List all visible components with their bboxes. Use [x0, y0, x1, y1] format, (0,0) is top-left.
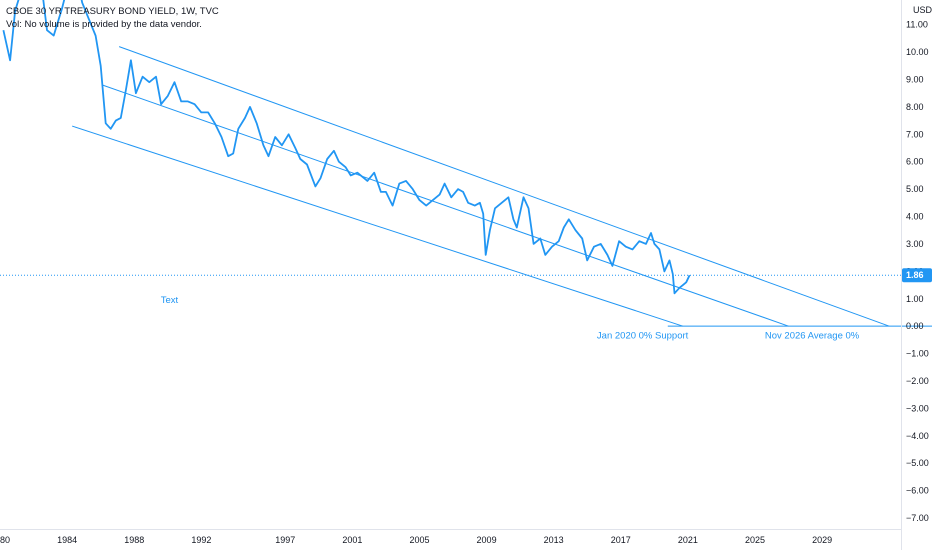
y-tick-label-6: 5.00	[906, 184, 924, 194]
y-tick-label-5: 6.00	[906, 157, 924, 167]
y-tick-label-8: 3.00	[906, 239, 924, 249]
x-tick-label-12: 2029	[812, 535, 832, 545]
x-tick-label-4: 1997	[275, 535, 295, 545]
y-tick-label-3: 8.00	[906, 102, 924, 112]
x-tick-label-5: 2001	[342, 535, 362, 545]
y-tick-label-15: −4.00	[906, 431, 929, 441]
x-tick-label-0: 80	[0, 535, 10, 545]
y-tick-label-18: −7.00	[906, 513, 929, 523]
x-tick-label-10: 2021	[678, 535, 698, 545]
chart-legend: CBOE 30 YR TREASURY BOND YIELD, 1W, TVC …	[6, 5, 219, 31]
y-tick-label-1: 10.00	[906, 47, 929, 57]
last-price-value: 1.86	[906, 270, 924, 280]
y-tick-label-12: −1.00	[906, 349, 929, 359]
x-tick-label-6: 2005	[409, 535, 429, 545]
symbol-title[interactable]: CBOE 30 YR TREASURY BOND YIELD, 1W, TVC	[6, 6, 219, 17]
x-tick-label-1: 1984	[57, 535, 77, 545]
y-tick-label-17: −6.00	[906, 486, 929, 496]
series-line-0[interactable]	[2, 0, 691, 295]
y-tick-label-16: −5.00	[906, 458, 929, 468]
annotation-1[interactable]: Jan 2020 0% Support	[597, 331, 689, 342]
y-tick-label-2: 9.00	[906, 74, 924, 84]
annotation-0[interactable]: Text	[161, 295, 179, 306]
channel-line-2[interactable]	[71, 125, 684, 327]
time-axis[interactable]: 80 1984 1988 1992 1997 2001 2005 2009 2013 2017 20…	[0, 535, 832, 545]
y-tick-label-10: 1.00	[906, 294, 924, 304]
x-tick-label-11: 2025	[745, 535, 765, 545]
y-tick-label-7: 4.00	[906, 212, 924, 222]
x-tick-label-9: 2017	[611, 535, 631, 545]
currency-label[interactable]: USD	[913, 5, 932, 15]
x-tick-label-2: 1988	[124, 535, 144, 545]
y-tick-label-13: −2.00	[906, 376, 929, 386]
x-tick-label-3: 1992	[191, 535, 211, 545]
y-tick-label-4: 7.00	[906, 129, 924, 139]
y-tick-label-0: 11.00	[906, 20, 928, 30]
x-tick-label-8: 2013	[544, 535, 564, 545]
y-tick-label-11: 0.00	[906, 321, 924, 331]
annotation-2[interactable]: Nov 2026 Average 0%	[765, 331, 860, 342]
plot-area: Text Jan 2020 0% Support Nov 2026 Average …	[0, 0, 932, 342]
y-tick-label-14: −3.00	[906, 403, 929, 413]
price-axis[interactable]: 11.0010.009.008.007.006.005.004.003.002.…	[906, 20, 929, 523]
channel-line-0[interactable]	[118, 46, 890, 327]
volume-note: Vol: No volume is provided by the data v…	[6, 19, 202, 30]
last-price-badge: 1.86	[902, 268, 932, 283]
x-tick-label-7: 2009	[477, 535, 497, 545]
